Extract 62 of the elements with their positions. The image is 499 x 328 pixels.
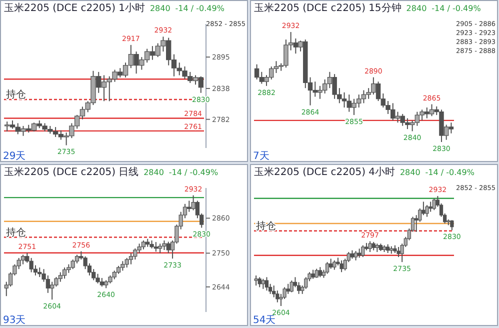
- candlestick: [16, 257, 21, 270]
- candlestick: [325, 262, 330, 274]
- candlestick: [258, 276, 262, 288]
- x-axis-title: 7天: [253, 151, 270, 162]
- candlestick: [96, 273, 100, 284]
- chart-subtitle: 15分钟: [368, 2, 402, 14]
- chart-title: 玉米2205 (DCE c2205): [254, 166, 366, 178]
- ref-line-label: 持仓: [256, 220, 276, 232]
- candlestick: [70, 259, 75, 270]
- candlestick: [329, 258, 333, 270]
- text: -14 / -0.49%: [432, 4, 482, 13]
- candlestick: [166, 241, 170, 254]
- candlestick: [154, 242, 158, 252]
- candlestick: [358, 248, 362, 258]
- x-axis-title: 93天: [3, 315, 26, 326]
- candlestick: [261, 278, 265, 290]
- x-axis-title: 54天: [253, 315, 276, 326]
- candlestick: [133, 248, 138, 260]
- text: 2840: [400, 168, 420, 177]
- candlestick: [332, 260, 336, 270]
- candlestick: [29, 257, 34, 273]
- candlestick: [290, 280, 294, 293]
- candlestick: [254, 274, 258, 286]
- candlestick: [428, 201, 432, 212]
- candlestick: [264, 276, 269, 292]
- candlestick: [124, 257, 129, 268]
- candlestick: [311, 269, 315, 280]
- chart-subtitle: 1小时: [118, 2, 145, 14]
- candlestick: [38, 266, 42, 278]
- candlestick: [50, 281, 54, 300]
- text: 2840: [144, 168, 164, 177]
- chart-subtitle: 4小时: [368, 166, 395, 178]
- chart-subtitle: 日线: [118, 166, 139, 178]
- candlestick: [120, 260, 125, 272]
- text: 2840: [150, 4, 170, 13]
- x-axis-title: 29天: [3, 151, 26, 162]
- candlestick: [368, 240, 372, 253]
- candlestick: [340, 260, 344, 273]
- text: 2840: [406, 4, 427, 13]
- candlestick: [354, 250, 358, 261]
- chart-title: 玉米2205 (DCE c2205): [254, 2, 366, 14]
- text: -14 / -0.49%: [425, 168, 475, 177]
- candlestick: [187, 200, 192, 212]
- candlestick: [20, 254, 26, 265]
- candlestick: [314, 268, 318, 278]
- candlestick: [318, 266, 322, 278]
- text: -14 / -0.49%: [168, 168, 218, 177]
- candlestick: [58, 272, 62, 282]
- chart-title: 玉米2205 (DCE c2205): [4, 166, 116, 178]
- candlestick: [432, 198, 436, 211]
- candlestick: [425, 204, 429, 218]
- chart-title: 玉米2205 (DCE c2205): [4, 2, 116, 14]
- candlestick: [128, 252, 134, 265]
- ref-line-label: 持仓: [6, 226, 26, 238]
- text: -14 / -0.49%: [175, 4, 225, 13]
- candlestick: [62, 266, 67, 280]
- candlestick: [450, 220, 454, 231]
- candlestick: [162, 240, 166, 250]
- candlestick: [396, 246, 400, 258]
- candlestick: [361, 244, 365, 258]
- candlestick: [286, 283, 290, 294]
- ref-line-label: 持仓: [6, 88, 26, 100]
